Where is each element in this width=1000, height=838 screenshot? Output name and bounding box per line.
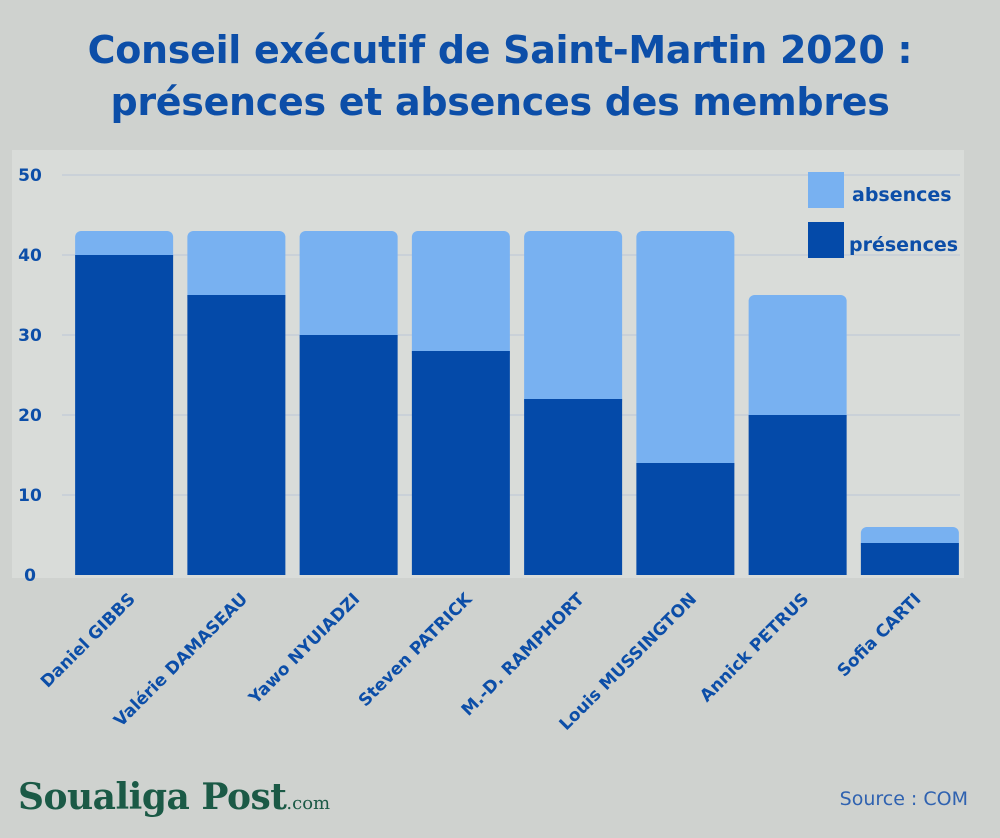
legend-label-absences: absences [852, 184, 952, 206]
y-tick-label: 0 [24, 566, 36, 586]
bar-presences [748, 415, 847, 575]
legend-label-presences: présences [849, 234, 958, 256]
bar-presences [524, 399, 623, 575]
y-tick-label: 20 [18, 406, 42, 426]
bar-presences [636, 463, 735, 575]
x-category-label: Daniel GIBBS [37, 589, 140, 692]
bar-presences [187, 295, 286, 575]
title-line-1: Conseil exécutif de Saint-Martin 2020 : [87, 28, 913, 72]
bar-absences [411, 231, 510, 359]
bar-presences [411, 351, 510, 575]
y-tick-label: 40 [18, 246, 42, 266]
x-category-label: Sofia CARTI [834, 589, 926, 681]
bar-presences [75, 255, 174, 575]
brand-suffix: .com [286, 793, 331, 814]
legend-swatch-presences [808, 222, 844, 258]
source-note: Source : COM [839, 788, 968, 810]
x-category-label: Annick PETRUS [696, 589, 813, 706]
title-line-2: présences et absences des membres [110, 80, 890, 124]
x-category-label: Steven PATRICK [355, 589, 477, 711]
bar-absences [524, 231, 623, 407]
bar-absences [636, 231, 735, 471]
x-category-label: Yawo NYUIADZI [245, 589, 365, 709]
x-category-label: M.-D. RAMPHORT [458, 589, 589, 720]
bar-presences [860, 543, 959, 575]
y-tick-label: 30 [18, 326, 42, 346]
y-tick-label: 50 [18, 166, 42, 186]
brand-logo: Soualiga Post.com [18, 776, 330, 818]
bar-presences [299, 335, 398, 575]
chart-title: Conseil exécutif de Saint-Martin 2020 : … [0, 24, 1000, 128]
legend-swatch-absences [808, 172, 844, 208]
bar-absences [187, 231, 286, 303]
brand-name: Soualiga Post [18, 776, 287, 818]
bar-absences [299, 231, 398, 343]
y-tick-label: 10 [18, 486, 42, 506]
bar-absences [748, 295, 847, 423]
